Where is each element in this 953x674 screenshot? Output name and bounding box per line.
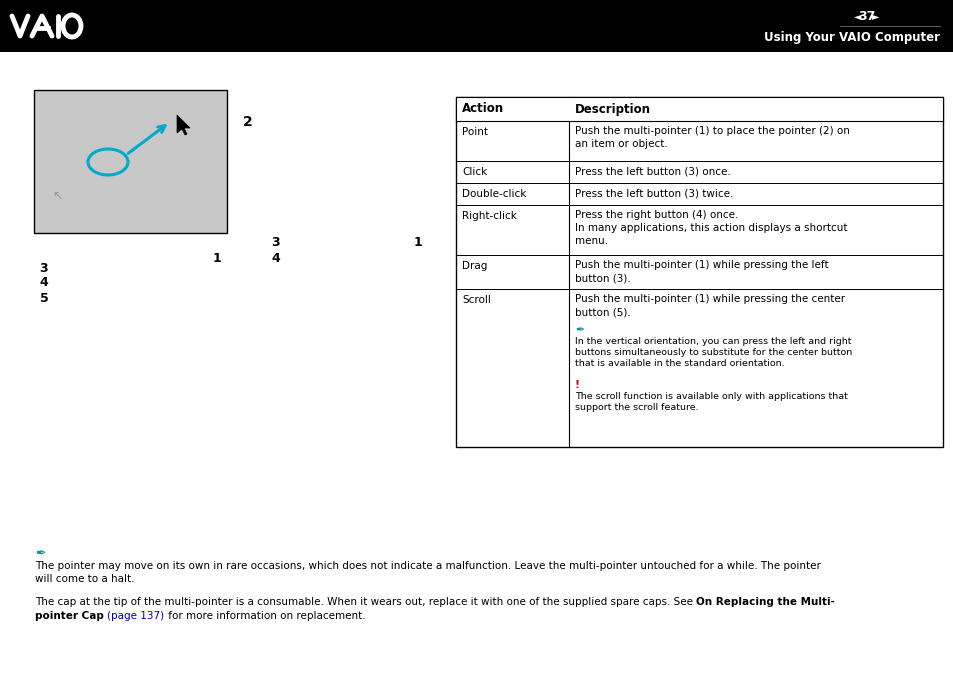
Text: 3: 3 <box>272 237 280 249</box>
Text: !: ! <box>575 380 579 390</box>
Text: 3: 3 <box>40 262 49 274</box>
Text: Push the multi-pointer (1) to place the pointer (2) on
an item or object.: Push the multi-pointer (1) to place the … <box>575 126 849 149</box>
Text: Description: Description <box>575 102 650 115</box>
Text: pointer Cap: pointer Cap <box>35 611 108 621</box>
Text: Drag: Drag <box>461 261 487 271</box>
Text: 37: 37 <box>858 9 875 22</box>
Text: 1: 1 <box>213 253 221 266</box>
Text: Push the multi-pointer (1) while pressing the left
button (3).: Push the multi-pointer (1) while pressin… <box>575 260 828 283</box>
Text: Push the multi-pointer (1) while pressing the center
button (5).: Push the multi-pointer (1) while pressin… <box>575 294 844 317</box>
Text: Press the left button (3) once.: Press the left button (3) once. <box>575 166 730 176</box>
Text: ◄: ◄ <box>853 11 861 21</box>
Text: ►: ► <box>871 11 879 21</box>
Text: ↖: ↖ <box>52 189 63 202</box>
Text: 1: 1 <box>414 237 422 249</box>
Text: Press the right button (4) once.
In many applications, this action displays a sh: Press the right button (4) once. In many… <box>575 210 846 247</box>
Text: 4: 4 <box>40 276 49 290</box>
Text: The pointer may move on its own in rare occasions, which does not indicate a mal: The pointer may move on its own in rare … <box>35 561 820 571</box>
Bar <box>0 0 953 52</box>
Polygon shape <box>177 115 190 135</box>
Text: Right-click: Right-click <box>461 211 517 221</box>
Bar <box>456 97 942 447</box>
Text: On Replacing the Multi-: On Replacing the Multi- <box>696 597 834 607</box>
Text: ✒: ✒ <box>575 325 584 335</box>
Text: 4: 4 <box>272 251 280 264</box>
Text: The cap at the tip of the multi-pointer is a consumable. When it wears out, repl: The cap at the tip of the multi-pointer … <box>35 597 696 607</box>
Text: Double-click: Double-click <box>461 189 526 199</box>
Text: Action: Action <box>461 102 503 115</box>
Text: Press the left button (3) twice.: Press the left button (3) twice. <box>575 188 733 198</box>
Text: for more information on replacement.: for more information on replacement. <box>165 611 365 621</box>
Text: 5: 5 <box>40 291 49 305</box>
Text: Click: Click <box>461 167 487 177</box>
Text: Using Your VAIO Computer: Using Your VAIO Computer <box>763 32 939 44</box>
Text: 2: 2 <box>243 115 253 129</box>
Text: (page 137): (page 137) <box>108 611 165 621</box>
Bar <box>456 97 942 121</box>
Text: will come to a halt.: will come to a halt. <box>35 574 134 584</box>
Bar <box>34 90 227 233</box>
Text: The scroll function is available only with applications that
support the scroll : The scroll function is available only wi… <box>575 392 847 412</box>
Text: Point: Point <box>461 127 488 137</box>
Text: In the vertical orientation, you can press the left and right
buttons simultaneo: In the vertical orientation, you can pre… <box>575 337 851 368</box>
Text: Scroll: Scroll <box>461 295 491 305</box>
Text: ✒: ✒ <box>35 548 46 561</box>
